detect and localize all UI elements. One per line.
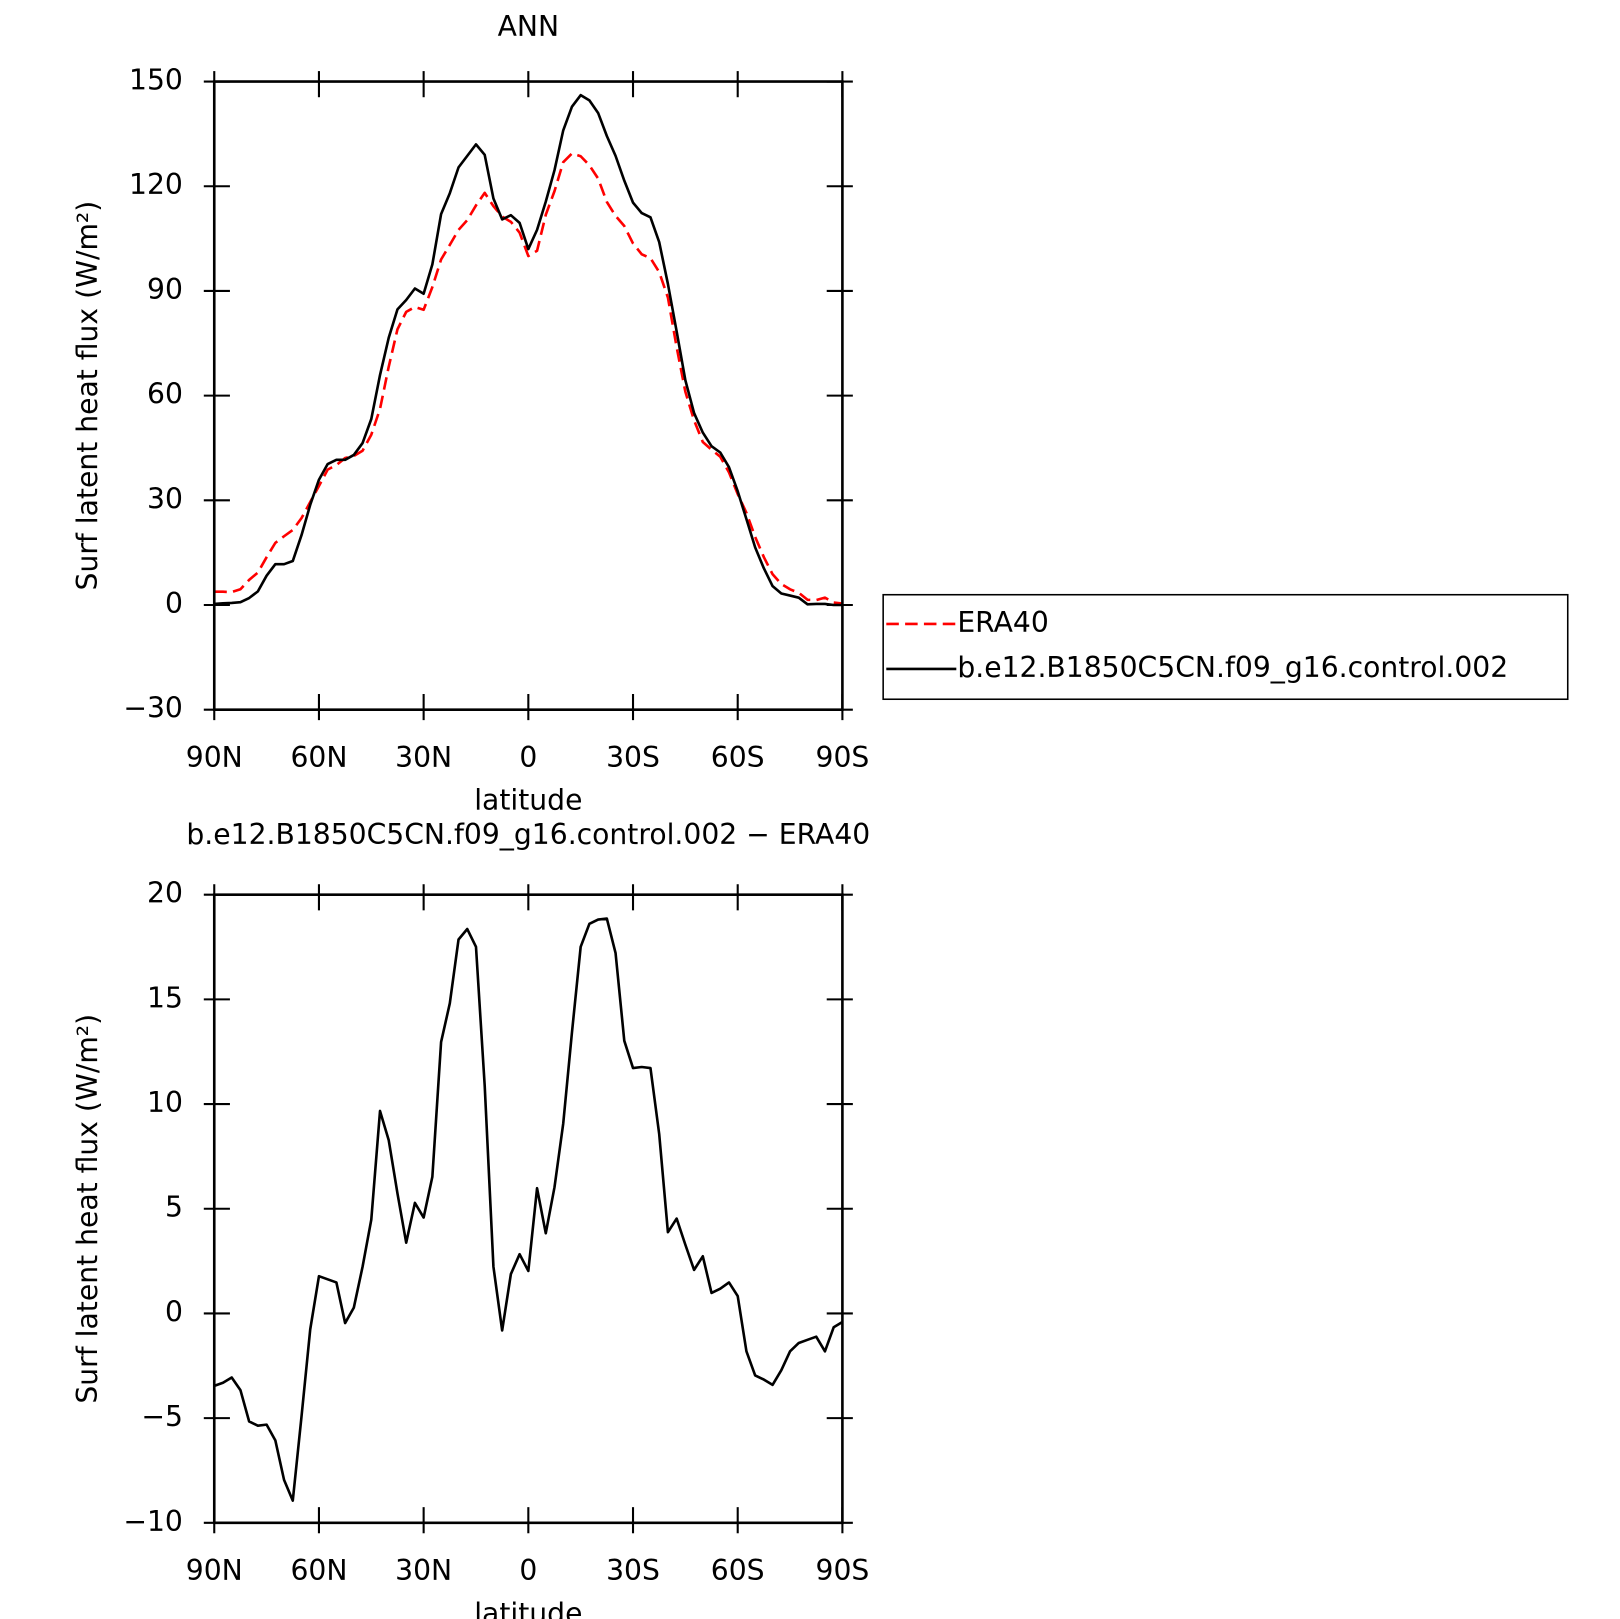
y-tick-label: 90 <box>147 273 183 306</box>
plot-frame <box>212 80 844 711</box>
x-tick-label: 90S <box>816 741 870 774</box>
y-tick-label: 150 <box>129 64 183 97</box>
x-tick-label: 60S <box>711 741 765 774</box>
x-axis-label: latitude <box>474 784 582 817</box>
y-tick-label: 60 <box>147 378 183 411</box>
legend-label: b.e12.B1850C5CN.f09_g16.control.002 <box>957 651 1508 684</box>
legend-label: ERA40 <box>957 606 1048 639</box>
x-tick-label: 90S <box>816 1554 870 1587</box>
x-tick-label: 60N <box>290 1554 347 1587</box>
x-tick-label: 0 <box>519 741 537 774</box>
x-tick-label: 30S <box>606 1554 660 1587</box>
chart-title: ANN <box>498 10 559 43</box>
y-tick-label: −10 <box>123 1505 183 1538</box>
y-tick-label: 10 <box>147 1086 183 1119</box>
data-line <box>213 917 844 1502</box>
y-tick-label: 20 <box>147 877 183 910</box>
x-tick-label: 30N <box>395 1554 452 1587</box>
x-tick-label: 90N <box>186 1554 243 1587</box>
x-tick-label: 60N <box>290 741 347 774</box>
y-tick-label: 0 <box>165 1295 183 1328</box>
y-tick-label: 15 <box>147 981 183 1014</box>
plot-frame <box>212 893 844 1525</box>
y-tick-label: 5 <box>165 1191 183 1224</box>
x-tick-label: 60S <box>711 1554 765 1587</box>
y-tick-label: −5 <box>141 1400 183 1433</box>
x-tick-label: 0 <box>519 1554 537 1587</box>
data-line <box>214 93 843 607</box>
y-tick-label: −30 <box>123 692 183 725</box>
y-tick-label: 0 <box>165 587 183 620</box>
x-tick-label: 30N <box>395 741 452 774</box>
chart-title: b.e12.B1850C5CN.f09_g16.control.002 − ER… <box>186 818 870 851</box>
x-tick-label: 90N <box>186 741 243 774</box>
y-tick-label: 120 <box>129 168 183 201</box>
y-axis-label: Surf latent heat flux (W/m²) <box>71 1014 104 1404</box>
legend-box <box>882 593 1569 701</box>
x-axis-label: latitude <box>474 1597 582 1619</box>
x-tick-label: 30S <box>606 741 660 774</box>
y-axis-label: Surf latent heat flux (W/m²) <box>71 201 104 591</box>
data-line <box>214 152 843 605</box>
y-tick-label: 30 <box>147 482 183 515</box>
